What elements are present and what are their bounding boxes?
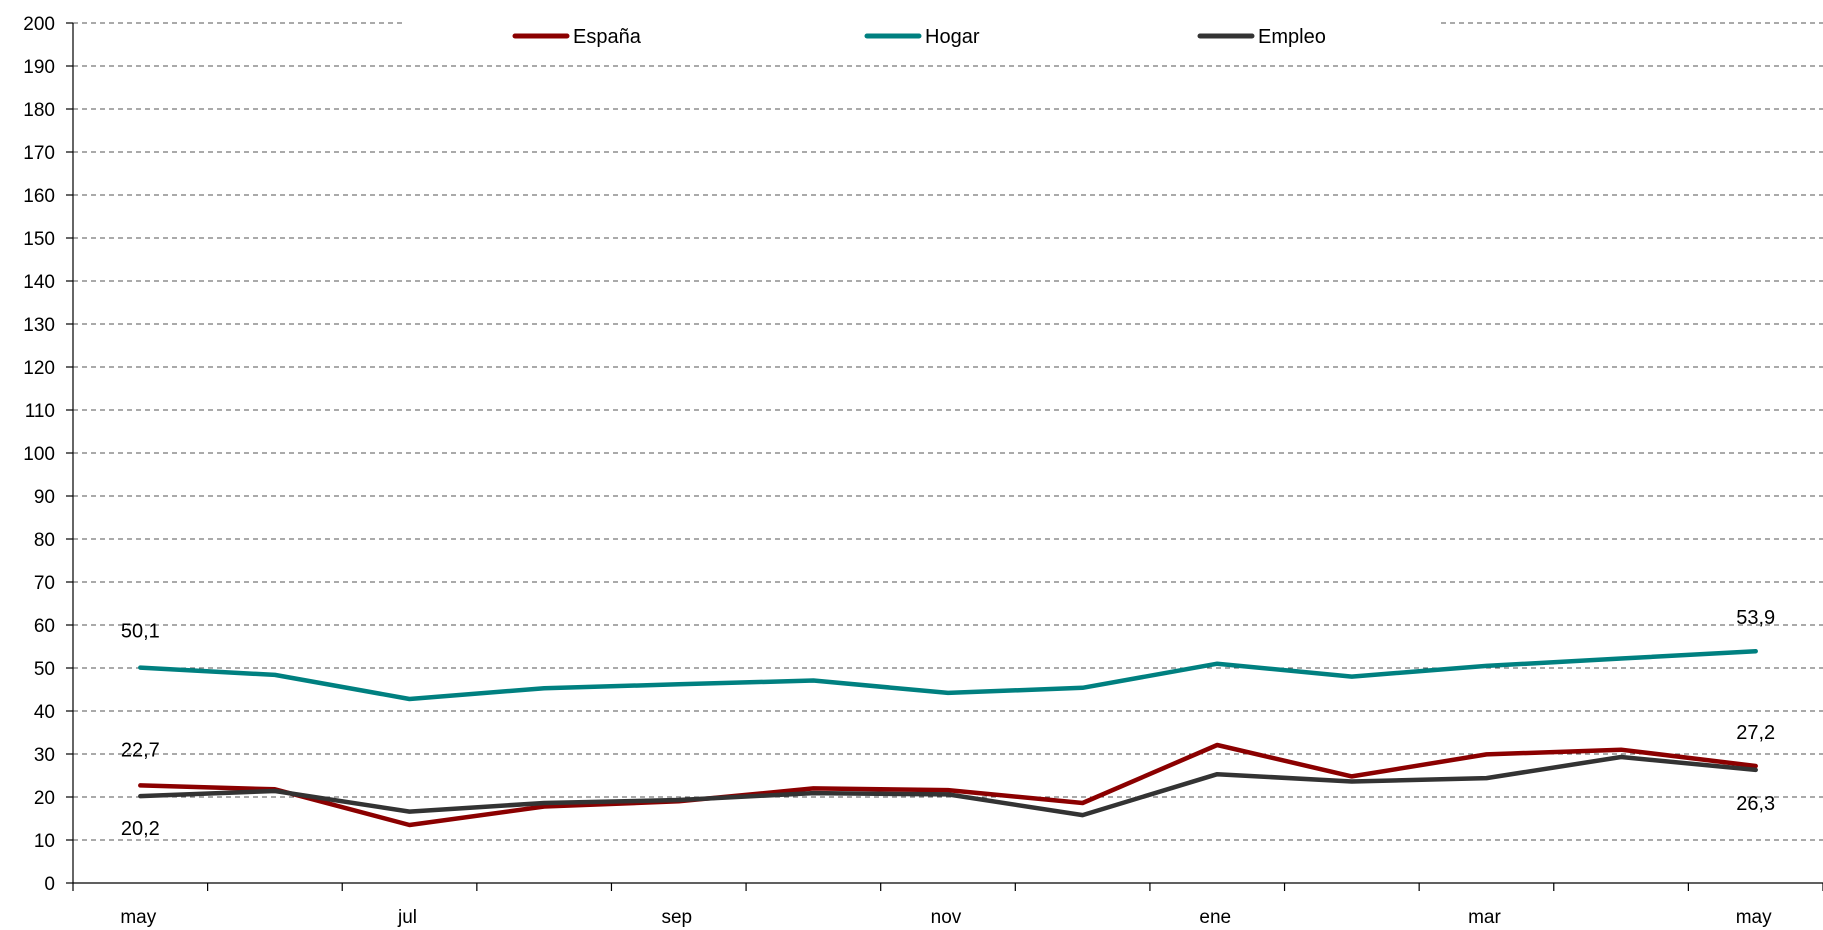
x-tick-label: sep: [661, 907, 692, 928]
data-label: 50,1: [121, 621, 160, 643]
data-label: 53,9: [1736, 607, 1775, 629]
series-line-espana: [138, 742, 1758, 828]
grid-lines: [73, 22, 1823, 841]
legend-label-hogar: Hogar: [925, 26, 980, 48]
y-tick-label: 150: [23, 229, 55, 250]
series-line-empleo: [138, 754, 1758, 818]
series-line-hogar: [138, 648, 1758, 702]
y-tick-label: 200: [23, 14, 55, 35]
y-tick-label: 190: [23, 57, 55, 78]
y-tick-label: 50: [34, 659, 55, 680]
legend-background: [405, 10, 1440, 40]
y-tick-label: 110: [25, 401, 55, 422]
series-lines: [138, 648, 1758, 828]
axes: 0 10 20 30 40 50 60 70 80 90 100 110 120 130 140 150 160…: [23, 14, 1823, 928]
x-tick-label: may: [120, 907, 156, 928]
y-tick-label: 20: [34, 788, 55, 809]
x-tick-label: ene: [1199, 907, 1231, 928]
y-tick-label: 10: [34, 831, 55, 852]
y-tick-label: 90: [34, 487, 55, 508]
x-tick-label: nov: [931, 907, 962, 928]
y-tick-label: 0: [44, 874, 55, 895]
x-tick-label: may: [1736, 907, 1772, 928]
x-tick-label: jul: [397, 907, 417, 928]
legend-label-espana: España: [573, 26, 642, 48]
y-tick-label: 120: [23, 358, 55, 379]
x-tick-label: mar: [1468, 907, 1501, 928]
data-label: 27,2: [1736, 722, 1775, 744]
data-label: 22,7: [121, 739, 160, 761]
y-tick-label: 40: [34, 702, 55, 723]
data-label: 26,3: [1736, 793, 1775, 815]
data-labels: 50,1 22,7 20,2 53,9 27,2 26,3: [121, 607, 1775, 840]
y-tick-label: 70: [34, 573, 55, 594]
legend: España Hogar Empleo: [405, 10, 1440, 48]
legend-label-empleo: Empleo: [1258, 26, 1326, 48]
y-tick-label: 160: [23, 186, 55, 207]
y-tick-label: 130: [23, 315, 55, 336]
data-label: 20,2: [121, 818, 160, 840]
y-tick-label: 170: [23, 143, 55, 164]
y-tick-label: 100: [23, 444, 55, 465]
y-tick-label: 80: [34, 530, 55, 551]
y-tick-label: 180: [23, 100, 55, 121]
y-tick-label: 60: [34, 616, 55, 637]
y-tick-label: 30: [34, 745, 55, 766]
y-tick-label: 140: [23, 272, 55, 293]
